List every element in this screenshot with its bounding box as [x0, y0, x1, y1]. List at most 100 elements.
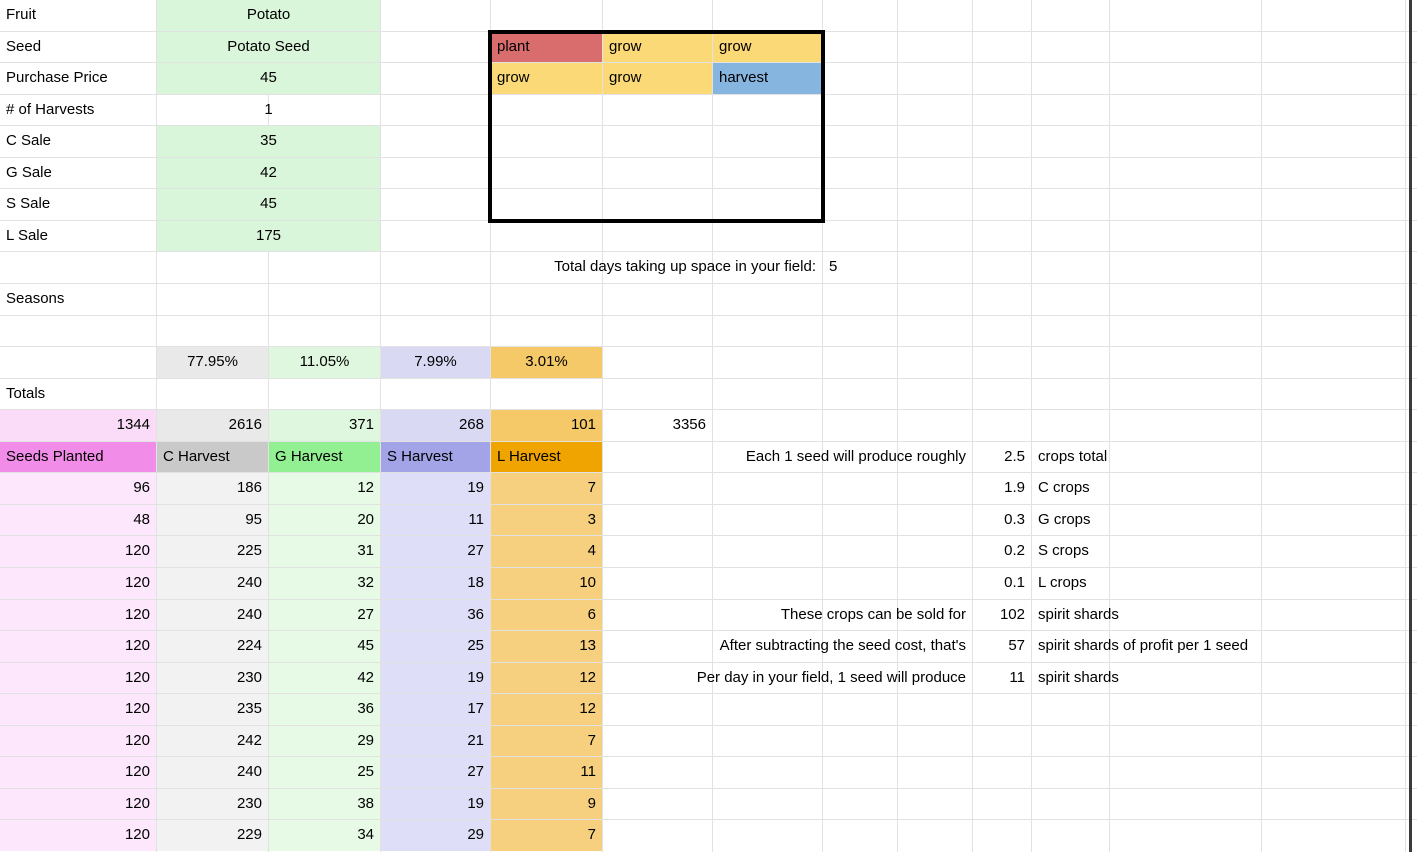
info-label-cell[interactable]: Purchase Price: [6, 69, 108, 87]
harvest-data-cell[interactable]: 7: [491, 820, 602, 851]
info-value-cell[interactable]: Potato Seed: [157, 31, 380, 63]
harvest-data-cell[interactable]: 12: [491, 694, 602, 725]
harvest-data-cell[interactable]: 36: [381, 599, 490, 631]
totals-value-cell[interactable]: 268: [381, 410, 490, 441]
harvest-data-cell[interactable]: 29: [269, 725, 380, 757]
harvest-data-cell[interactable]: 120: [0, 820, 156, 851]
info-label-cell[interactable]: C Sale: [6, 132, 52, 150]
schedule-cell-grow[interactable]: grow: [713, 31, 822, 63]
info-label-cell[interactable]: G Sale: [6, 163, 52, 181]
harvest-data-cell[interactable]: 48: [0, 504, 156, 536]
total-days-label-cell[interactable]: Total days taking up space in your field…: [554, 258, 816, 276]
harvest-header-cell[interactable]: S Harvest: [381, 441, 490, 473]
yield-unit-cell[interactable]: S crops: [1038, 542, 1089, 560]
schedule-cell-grow[interactable]: grow: [603, 63, 712, 94]
schedule-cell-grow[interactable]: grow: [491, 63, 602, 94]
harvest-data-cell[interactable]: 27: [381, 536, 490, 567]
harvest-data-cell[interactable]: 120: [0, 788, 156, 820]
harvest-data-cell[interactable]: 19: [381, 788, 490, 820]
info-value-cell[interactable]: 175: [157, 220, 380, 252]
harvest-data-cell[interactable]: 120: [0, 568, 156, 599]
harvest-data-cell[interactable]: 7: [491, 725, 602, 757]
harvest-header-cell[interactable]: G Harvest: [269, 441, 380, 473]
schedule-cell-plant[interactable]: plant: [491, 31, 602, 63]
harvest-data-cell[interactable]: 19: [381, 662, 490, 694]
yield-unit-cell[interactable]: L crops: [1038, 574, 1087, 591]
harvest-data-cell[interactable]: 27: [381, 757, 490, 788]
harvest-data-cell[interactable]: 17: [381, 694, 490, 725]
harvest-data-cell[interactable]: 225: [157, 536, 268, 567]
harvest-data-cell[interactable]: 42: [269, 662, 380, 694]
info-label-cell[interactable]: L Sale: [6, 226, 48, 244]
yield-label-cell[interactable]: These crops can be sold for: [780, 605, 966, 623]
info-value-cell[interactable]: 45: [157, 63, 380, 94]
yield-value-cell[interactable]: 0.3: [1004, 510, 1025, 528]
info-label-cell[interactable]: Seed: [6, 37, 42, 55]
harvest-data-cell[interactable]: 240: [157, 599, 268, 631]
seasons-label-cell[interactable]: Seasons: [6, 290, 65, 307]
yield-value-cell[interactable]: 57: [1008, 637, 1025, 655]
harvest-data-cell[interactable]: 229: [157, 820, 268, 851]
harvest-data-cell[interactable]: 4: [491, 536, 602, 567]
harvest-data-cell[interactable]: 120: [0, 725, 156, 757]
harvest-data-cell[interactable]: 120: [0, 599, 156, 631]
info-label-cell[interactable]: # of Harvests: [6, 100, 95, 118]
harvest-data-cell[interactable]: 25: [269, 757, 380, 788]
yield-label-cell[interactable]: Per day in your field, 1 seed will produ…: [696, 668, 966, 686]
harvest-data-cell[interactable]: 45: [269, 631, 380, 662]
totals-label-cell[interactable]: Totals: [6, 384, 46, 402]
harvest-data-cell[interactable]: 10: [491, 568, 602, 599]
harvest-header-cell[interactable]: Seeds Planted: [0, 441, 156, 473]
harvest-header-cell[interactable]: C Harvest: [157, 441, 268, 473]
info-value-cell[interactable]: 35: [157, 126, 380, 157]
percent-cell[interactable]: 11.05%: [269, 347, 380, 378]
harvest-data-cell[interactable]: 224: [157, 631, 268, 662]
yield-unit-cell[interactable]: spirit shards: [1038, 605, 1119, 623]
harvest-data-cell[interactable]: 120: [0, 662, 156, 694]
percent-cell[interactable]: 77.95%: [157, 347, 268, 378]
harvest-data-cell[interactable]: 36: [269, 694, 380, 725]
harvest-data-cell[interactable]: 120: [0, 757, 156, 788]
harvest-data-cell[interactable]: 3: [491, 504, 602, 536]
harvest-data-cell[interactable]: 12: [491, 662, 602, 694]
harvest-data-cell[interactable]: 120: [0, 536, 156, 567]
harvest-data-cell[interactable]: 11: [381, 504, 490, 536]
info-value-cell[interactable]: 45: [157, 189, 380, 220]
schedule-cell-harvest[interactable]: harvest: [713, 63, 822, 94]
harvest-data-cell[interactable]: 95: [157, 504, 268, 536]
harvest-data-cell[interactable]: 19: [381, 473, 490, 504]
harvest-data-cell[interactable]: 31: [269, 536, 380, 567]
harvest-data-cell[interactable]: 21: [381, 725, 490, 757]
harvest-data-cell[interactable]: 12: [269, 473, 380, 504]
info-value-cell[interactable]: Potato: [157, 0, 380, 31]
harvest-data-cell[interactable]: 38: [269, 788, 380, 820]
harvest-data-cell[interactable]: 96: [0, 473, 156, 504]
harvest-data-cell[interactable]: 9: [491, 788, 602, 820]
yield-unit-cell[interactable]: G crops: [1038, 510, 1091, 528]
totals-value-cell[interactable]: 101: [491, 410, 602, 441]
harvest-data-cell[interactable]: 27: [269, 599, 380, 631]
total-days-value-cell[interactable]: 5: [829, 258, 838, 276]
harvest-data-cell[interactable]: 186: [157, 473, 268, 504]
yield-value-cell[interactable]: 1.9: [1004, 479, 1025, 497]
schedule-cell-grow[interactable]: grow: [603, 31, 712, 63]
yield-unit-cell[interactable]: spirit shards of profit per 1 seed: [1038, 637, 1249, 655]
harvest-data-cell[interactable]: 120: [0, 631, 156, 662]
percent-cell[interactable]: 7.99%: [381, 347, 490, 378]
info-label-cell[interactable]: Fruit: [6, 6, 36, 23]
yield-unit-cell[interactable]: crops total: [1038, 447, 1108, 465]
totals-value-cell[interactable]: 2616: [157, 410, 268, 441]
harvest-data-cell[interactable]: 13: [491, 631, 602, 662]
totals-seeds-cell[interactable]: 1344: [0, 410, 156, 441]
harvest-data-cell[interactable]: 20: [269, 504, 380, 536]
harvest-data-cell[interactable]: 25: [381, 631, 490, 662]
yield-value-cell[interactable]: 0.1: [1004, 574, 1025, 591]
harvest-data-cell[interactable]: 120: [0, 694, 156, 725]
yield-value-cell[interactable]: 11: [1009, 668, 1025, 686]
harvest-header-cell[interactable]: L Harvest: [491, 441, 602, 473]
yield-unit-cell[interactable]: C crops: [1038, 479, 1090, 497]
harvest-data-cell[interactable]: 29: [381, 820, 490, 851]
yield-label-cell[interactable]: Each 1 seed will produce roughly: [745, 447, 966, 465]
info-label-cell[interactable]: S Sale: [6, 195, 51, 213]
harvest-data-cell[interactable]: 34: [269, 820, 380, 851]
